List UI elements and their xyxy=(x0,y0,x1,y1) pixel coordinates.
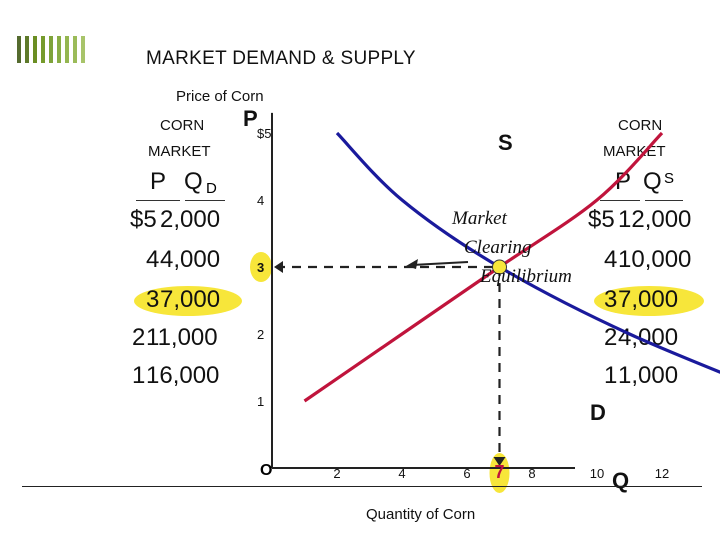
x-tick-label: 2 xyxy=(333,466,340,481)
supply-col-q-sub: S xyxy=(664,170,675,187)
decor-bar xyxy=(73,36,77,63)
x-tick-label: 4 xyxy=(398,466,405,481)
demand-row-p: $5 xyxy=(130,206,157,233)
x-tick-label: 8 xyxy=(528,466,535,481)
quantity-highlight xyxy=(489,453,510,493)
y-tick-label: 2 xyxy=(257,327,264,342)
supply-table-heading-1: CORN xyxy=(618,117,663,134)
demand-row-p: 4 xyxy=(146,246,160,273)
annotation-arrow xyxy=(411,261,469,266)
demand-curve-label: D xyxy=(590,400,606,425)
supply-table-rule xyxy=(600,200,640,201)
decor-bar xyxy=(25,36,29,63)
supply-curve-label: S xyxy=(498,130,513,155)
demand-row-q: 4,000 xyxy=(160,246,221,273)
decor-bar xyxy=(81,36,85,63)
supply-col-p: P xyxy=(615,168,632,195)
supply-row-q: 7,000 xyxy=(618,286,679,313)
demand-table-rule xyxy=(185,200,225,201)
demand-row-p: 3 xyxy=(146,286,160,313)
decor-bar xyxy=(33,36,37,63)
price-highlight xyxy=(250,252,272,282)
decor-bar xyxy=(65,36,69,63)
y-axis-caption: Price of Corn xyxy=(176,88,264,105)
supply-row-q: 4,000 xyxy=(618,324,679,351)
supply-row-q: 10,000 xyxy=(618,246,692,273)
q-axis-letter: Q xyxy=(612,468,630,493)
x-tick-label: 6 xyxy=(463,466,470,481)
x-tick-label: 10 xyxy=(590,466,604,481)
y-tick-label: 3 xyxy=(257,260,264,275)
demand-row-p: 1 xyxy=(132,362,146,389)
supply-row-p: 2 xyxy=(604,324,618,351)
price-guide-arrowhead xyxy=(274,261,283,273)
y-tick-label: 4 xyxy=(257,193,264,208)
demand-table-heading-1: CORN xyxy=(160,117,205,134)
annotation-arrowhead xyxy=(406,259,418,269)
p-axis-letter: P xyxy=(243,106,258,131)
annotation-line-1: Market xyxy=(452,208,507,229)
decor-bar xyxy=(41,36,45,63)
slide-title: MARKET DEMAND & SUPPLY xyxy=(146,48,416,69)
supply-row-q: 12,000 xyxy=(618,206,692,233)
decor-bar xyxy=(49,36,53,63)
demand-curve xyxy=(335,131,720,374)
origin-label: O xyxy=(260,462,273,479)
quantity-guide-arrowhead xyxy=(493,457,506,466)
annotation-line-2: Clearing xyxy=(464,237,532,258)
footer-rule xyxy=(22,486,702,487)
supply-col-q: Q xyxy=(643,168,662,195)
supply-row-p: $5 xyxy=(588,206,615,233)
demand-col-q-sub: D xyxy=(206,180,217,197)
supply-row-p: 4 xyxy=(604,246,618,273)
demand-row-q: 11,000 xyxy=(146,324,218,351)
supply-row-p: 1 xyxy=(604,362,618,389)
demand-row-p: 2 xyxy=(132,324,146,351)
supply-row-p: 3 xyxy=(604,286,618,313)
demand-table-heading-2: MARKET xyxy=(148,143,211,160)
demand-table-rule xyxy=(136,200,180,201)
demand-row-q: 7,000 xyxy=(160,286,221,313)
demand-row-q: 2,000 xyxy=(160,206,221,233)
supply-table-rule xyxy=(645,200,683,201)
decor-bar xyxy=(17,36,21,63)
equilibrium-point xyxy=(492,259,507,275)
demand-col-q: Q xyxy=(184,168,203,195)
supply-row-highlight xyxy=(594,286,704,316)
decor-bar xyxy=(57,36,61,63)
x-axis-caption: Quantity of Corn xyxy=(366,506,476,523)
demand-row-q: 16,000 xyxy=(146,362,220,389)
x-tick-label: 12 xyxy=(655,466,669,481)
y-tick-label: $5 xyxy=(257,126,271,141)
demand-row-highlight xyxy=(134,286,242,316)
supply-row-q: 1,000 xyxy=(618,362,679,389)
annotation-line-3: Equilibrium xyxy=(480,266,572,287)
demand-col-p: P xyxy=(150,168,167,195)
x-tick-label: 7 xyxy=(494,462,504,482)
y-tick-label: 1 xyxy=(257,394,264,409)
